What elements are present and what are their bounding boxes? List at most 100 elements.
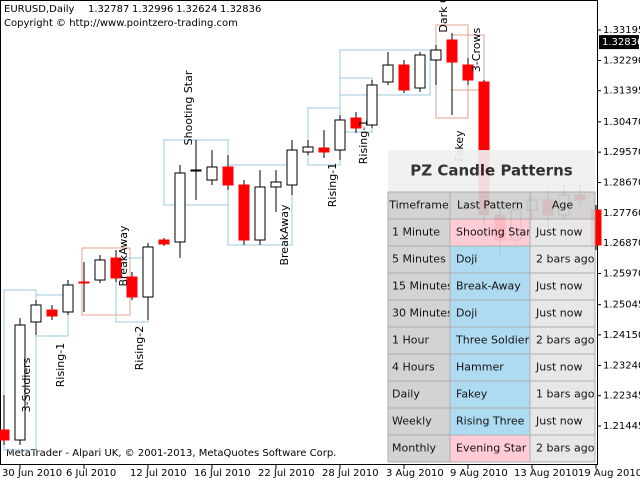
cell-text: 2 bars ago	[536, 253, 595, 266]
cell-text: Just now	[535, 280, 582, 293]
column-header	[529, 191, 596, 220]
cell	[387, 353, 451, 382]
pattern-label: BreakAway	[117, 225, 130, 287]
x-tick-label: 19 Aug 2010	[578, 468, 640, 479]
cell-text: Shooting Star	[456, 226, 531, 239]
y-tick-label: 1.32290	[603, 55, 640, 66]
y-tick-label: 1.21445	[603, 421, 640, 432]
candle-body	[382, 64, 394, 83]
pattern-label: Rising-1	[357, 120, 370, 164]
header-price: 1.32787	[88, 4, 129, 15]
cell	[449, 380, 531, 409]
candle-body	[414, 54, 426, 89]
cell-text: Daily	[392, 388, 420, 401]
cell-text: 5 Minutes	[392, 253, 446, 266]
candle-body	[318, 147, 330, 153]
cell-text: Rising Three	[456, 415, 525, 428]
pattern-box	[227, 164, 293, 246]
cell	[387, 407, 451, 436]
cell-text: 4 Hours	[392, 361, 435, 374]
cell-text: Fakey	[456, 388, 488, 401]
copyright: Copyright © http://www.pointzero-trading…	[4, 18, 238, 29]
cell	[387, 218, 451, 247]
cell-text: 15 Minutes	[392, 280, 453, 293]
candle-body	[270, 181, 282, 188]
cell-text: Doji	[456, 307, 477, 320]
x-tick-label: 22 Jul 2010	[258, 468, 315, 479]
cell	[387, 434, 451, 463]
header-price: 1.32624	[176, 4, 217, 15]
cell-text: 1 Hour	[392, 334, 429, 347]
cell	[529, 353, 596, 382]
candle-body	[110, 257, 122, 279]
y-tick-label: 1.31395	[603, 86, 640, 97]
candle-body	[46, 309, 58, 317]
symbol: EURUSD,Daily	[4, 4, 75, 15]
cell-text: Just now	[535, 361, 582, 374]
y-tick-label: 1.24150	[603, 330, 640, 341]
price-tag	[599, 35, 639, 50]
candle-body	[462, 64, 474, 81]
y-tick-label: 1.23240	[603, 361, 640, 372]
cell	[387, 272, 451, 301]
candle-body	[350, 117, 362, 129]
cell	[449, 218, 531, 247]
candle-body	[142, 246, 154, 298]
y-tick-label: 1.27760	[603, 208, 640, 219]
cell	[449, 407, 531, 436]
cell	[449, 272, 531, 301]
x-tick-label: 16 Jul 2010	[194, 468, 251, 479]
y-tick-label: 1.29570	[603, 147, 640, 158]
candle-body	[206, 166, 218, 181]
cell	[529, 218, 596, 247]
candle-body	[158, 239, 170, 245]
candle-body	[62, 284, 74, 313]
y-tick-label: 1.25045	[603, 300, 640, 311]
candle-body	[430, 49, 442, 61]
y-tick-label: 1.26870	[603, 238, 640, 249]
cell	[529, 299, 596, 328]
cell	[449, 299, 531, 328]
candle-body	[14, 324, 26, 441]
cell	[449, 434, 531, 463]
cell	[529, 380, 596, 409]
header-price: 1.32836	[220, 4, 261, 15]
cell-text: 2 bars ago	[536, 442, 595, 455]
x-tick-label: 3 Aug 2010	[386, 468, 444, 479]
x-tick-label: 9 Aug 2010	[450, 468, 508, 479]
cell-text: 1 Minute	[392, 226, 440, 239]
pattern-label: Rising-1	[54, 343, 67, 387]
y-tick-label: 1.30470	[603, 117, 640, 128]
cell-text: 2 bars ago	[536, 334, 595, 347]
pattern-label: 3-Crows	[470, 28, 483, 73]
x-tick-label: 30 Jun 2010	[2, 468, 62, 479]
x-tick-label: 6 Jul 2010	[66, 468, 116, 479]
x-tick-label: 12 Jul 2010	[130, 468, 187, 479]
candle-body	[286, 149, 298, 186]
footer: MetaTrader - Alpari UK, © 2001-2013, Met…	[6, 448, 336, 459]
x-tick-label: 13 Aug 2010	[514, 468, 578, 479]
cell-text: Hammer	[456, 361, 504, 374]
cell	[529, 326, 596, 355]
candle-body	[222, 166, 234, 186]
column-header-label: Age	[552, 199, 574, 212]
y-tick-label: 1.28670	[603, 178, 640, 189]
header-price: 1.32996	[132, 4, 173, 15]
pattern-panel: PZ Candle Patterns Timeframe Last Pattern A…	[387, 150, 596, 463]
pattern-box	[3, 289, 37, 451]
cell-text: Three Soldiers	[455, 334, 535, 347]
cell-text: Weekly	[392, 415, 432, 428]
y-tick-label: 1.33195	[603, 25, 640, 36]
candle-body	[190, 169, 202, 172]
column-header-label: Timeframe	[388, 199, 449, 212]
column-header	[387, 191, 451, 220]
cell	[449, 326, 531, 355]
cell-text: 30 Minutes	[392, 307, 453, 320]
cell-text: Break-Away	[456, 280, 521, 293]
y-tick-label: 1.22345	[603, 391, 640, 402]
candle-body	[30, 304, 42, 323]
candle-body	[0, 429, 10, 441]
candle-body	[366, 84, 378, 126]
cell-text: Just now	[535, 415, 582, 428]
